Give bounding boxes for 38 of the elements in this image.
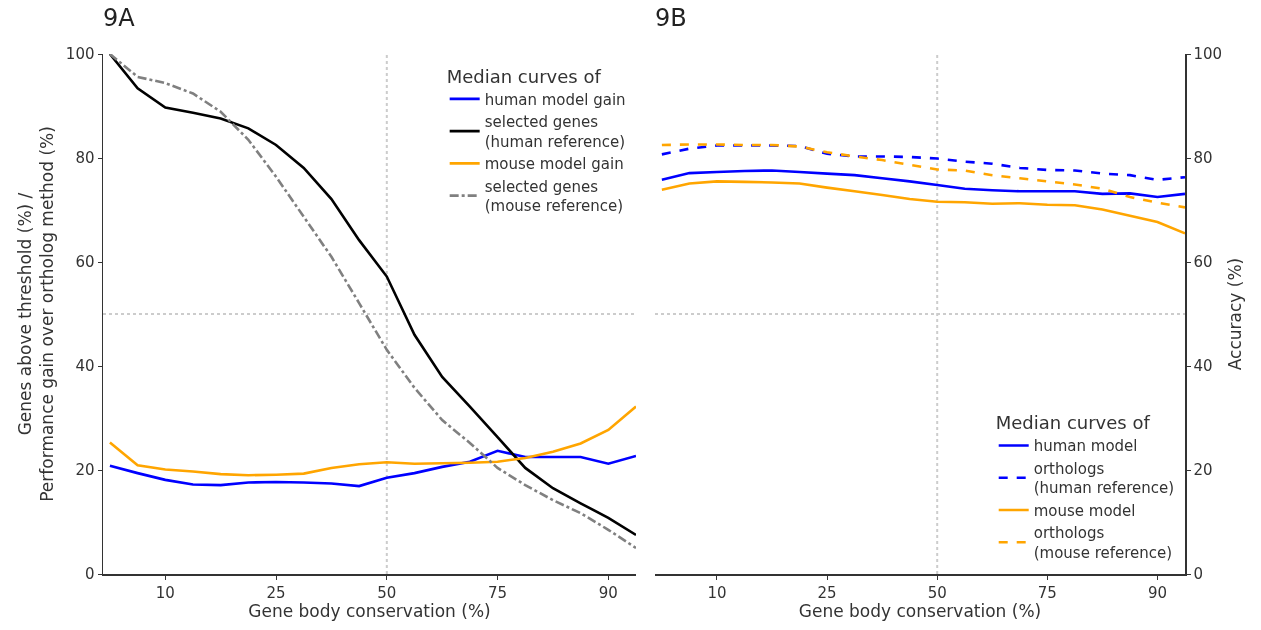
chart-title: 9A [103,4,136,33]
y-tick-label: 40 [75,357,95,376]
x-tick-label: 25 [266,583,286,602]
x-tick-label: 25 [817,583,837,602]
y-tick-label: 20 [75,461,95,480]
y2-tick-label: 60 [1193,253,1213,272]
y-tick-label: 80 [75,149,95,168]
legend-label: human model [1033,437,1138,456]
y-tick-label: 0 [84,565,95,584]
y2-tick-label: 80 [1193,149,1213,168]
y-tick-label: 100 [65,45,95,64]
x-tick-label: 90 [1147,583,1168,602]
legend-label: mouse model [1033,501,1136,520]
legend-label: human model gain [484,90,626,109]
legend-title: Median curves of [446,65,602,87]
legend-label: selected genes (human reference) [484,113,626,151]
y2-tick-label: 40 [1193,357,1213,376]
y2-tick-label: 100 [1193,45,1223,64]
y-tick-label: 60 [75,253,95,272]
x-tick-label: 75 [1037,583,1057,602]
legend-title: Median curves of [995,412,1151,434]
x-tick-label: 50 [927,583,947,602]
x-tick-label: 90 [598,583,618,602]
x-tick-label: 10 [707,583,727,602]
legend-label: orthologs (mouse reference) [1033,524,1173,562]
chart-title: 9B [655,4,687,33]
legend-label: selected genes (mouse reference) [484,177,624,216]
x-axis-title: Gene body conservation (%) [798,601,1042,622]
y2-tick-label: 0 [1193,565,1204,584]
legend-label: mouse model gain [484,155,624,174]
y2-tick-label: 20 [1193,461,1213,480]
y2-axis-title: Accuracy (%) [1225,257,1246,371]
x-axis-title: Gene body conservation (%) [248,601,491,622]
y-axis-title: Genes above threshold (%) / Performance gain over ortholog method (%) [14,126,57,502]
x-tick-label: 75 [488,583,508,602]
x-tick-label: 10 [155,583,175,602]
legend-label: orthologs (human reference) [1033,459,1175,498]
x-tick-label: 50 [377,583,397,602]
